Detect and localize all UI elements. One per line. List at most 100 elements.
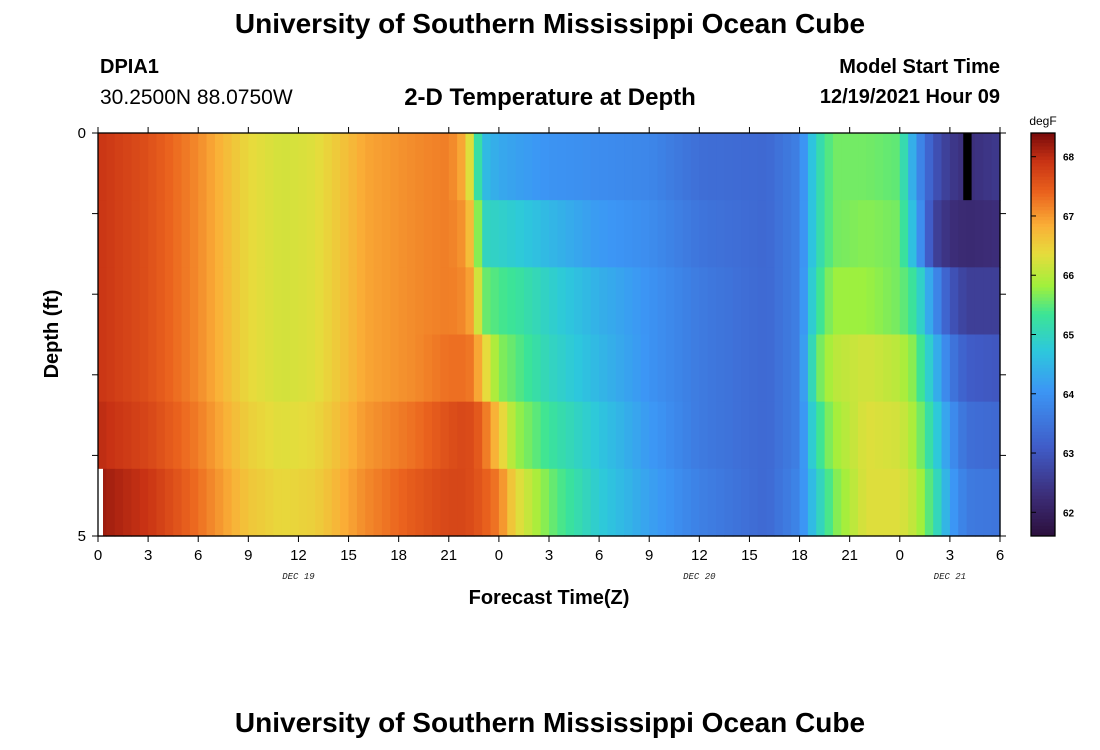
heatmap-cell	[690, 468, 700, 537]
heatmap-cell	[974, 267, 984, 336]
heatmap-cell	[699, 334, 709, 403]
heatmap-cell	[265, 267, 274, 336]
heatmap-cell	[365, 133, 375, 201]
heatmap-cell	[858, 468, 867, 537]
heatmap-cell	[114, 200, 124, 268]
heatmap-cell	[741, 200, 751, 268]
heatmap-cell	[164, 401, 174, 470]
heatmap-cell	[899, 468, 909, 537]
x-tick-label: 12	[691, 547, 708, 564]
heatmap-cell	[782, 133, 792, 201]
heatmap-cell	[440, 334, 450, 403]
colorbar-swatch	[1031, 277, 1055, 282]
colorbar-swatch	[1031, 448, 1055, 453]
station-id: DPIA1	[100, 56, 159, 78]
heatmap-cell	[858, 200, 867, 268]
heatmap-cell	[473, 468, 483, 537]
heatmap-cell	[156, 401, 166, 470]
colorbar-swatch	[1031, 307, 1055, 312]
heatmap-cell	[515, 468, 525, 537]
day-label: DEC 20	[683, 572, 716, 582]
heatmap-cell	[390, 334, 400, 403]
colorbar-swatch	[1031, 388, 1055, 393]
heatmap-cell	[98, 200, 107, 268]
heatmap-cell	[908, 267, 918, 336]
heatmap-cell	[941, 334, 951, 403]
heatmap-cell	[958, 334, 968, 403]
colorbar-swatch	[1031, 317, 1055, 322]
heatmap-cell	[949, 267, 959, 336]
heatmap-cell	[924, 267, 934, 336]
colorbar-swatch	[1031, 230, 1055, 235]
x-tick-label: 9	[645, 547, 653, 564]
x-axis-title: Forecast Time(Z)	[469, 587, 630, 609]
heatmap-cell	[515, 267, 525, 336]
heatmap-cell	[123, 200, 133, 268]
colorbar-swatch	[1031, 139, 1055, 144]
heatmap-cell	[674, 401, 684, 470]
heatmap-cell	[156, 334, 166, 403]
heatmap-cell	[582, 401, 592, 470]
heatmap-cell	[766, 200, 776, 268]
colorbar-swatch	[1031, 260, 1055, 265]
colorbar-swatch	[1031, 499, 1055, 503]
heatmap-cell	[974, 468, 984, 537]
heatmap-cell	[632, 401, 642, 470]
colorbar-swatch	[1031, 210, 1055, 215]
heatmap-cell	[123, 468, 133, 537]
heatmap-cell	[381, 334, 391, 403]
heatmap-cell	[866, 200, 876, 268]
heatmap-cell	[649, 200, 659, 268]
heatmap-cell	[381, 267, 391, 336]
heatmap-cell	[707, 468, 717, 537]
heatmap-cell	[373, 200, 383, 268]
heatmap-cell	[624, 133, 634, 201]
heatmap-cell	[557, 133, 567, 201]
heatmap-cell	[206, 200, 216, 268]
heatmap-cell	[574, 401, 584, 470]
heatmap-cell	[774, 401, 784, 470]
heatmap-cell	[323, 401, 333, 470]
heatmap-cell	[774, 200, 784, 268]
x-tick-label: 3	[946, 547, 954, 564]
heatmap-cell	[874, 468, 884, 537]
colorbar-swatch	[1031, 180, 1055, 184]
heatmap-cell	[448, 401, 458, 470]
heatmap-cell	[640, 267, 650, 336]
heatmap-cell	[206, 401, 216, 470]
heatmap-cell	[749, 133, 759, 201]
colorbar-swatch	[1031, 193, 1055, 198]
heatmap-cell	[557, 334, 567, 403]
heatmap-cell	[916, 468, 926, 537]
heatmap-cell	[139, 200, 149, 268]
heatmap-cell	[966, 200, 976, 268]
heatmap-cell	[816, 267, 826, 336]
x-tick-label: 6	[194, 547, 202, 564]
colorbar-swatch	[1031, 247, 1055, 252]
heatmap-cell	[315, 401, 325, 470]
heatmap-cell	[949, 133, 959, 201]
heatmap-cell	[574, 133, 584, 201]
heatmap-cell	[331, 334, 341, 403]
colorbar-swatch	[1031, 297, 1055, 302]
heatmap-cell	[340, 267, 350, 336]
heatmap-cell	[841, 468, 851, 537]
heatmap-cell	[131, 200, 141, 268]
heatmap-cell	[766, 468, 776, 537]
heatmap-cell	[599, 468, 609, 537]
heatmap-cell	[206, 133, 216, 201]
heatmap-cell	[883, 133, 893, 201]
heatmap-cell	[824, 401, 834, 470]
heatmap-cell	[908, 468, 918, 537]
heatmap-cell	[916, 334, 926, 403]
heatmap-cell	[741, 133, 751, 201]
heatmap-cell	[866, 468, 876, 537]
heatmap-cell	[164, 334, 174, 403]
heatmap-cell	[298, 267, 308, 336]
heatmap-cell	[181, 334, 191, 403]
heatmap-cell	[98, 267, 107, 336]
heatmap-cell	[908, 401, 918, 470]
colorbar-swatch	[1031, 398, 1055, 403]
heatmap-cell	[574, 200, 584, 268]
colorbar-swatch	[1031, 220, 1055, 225]
